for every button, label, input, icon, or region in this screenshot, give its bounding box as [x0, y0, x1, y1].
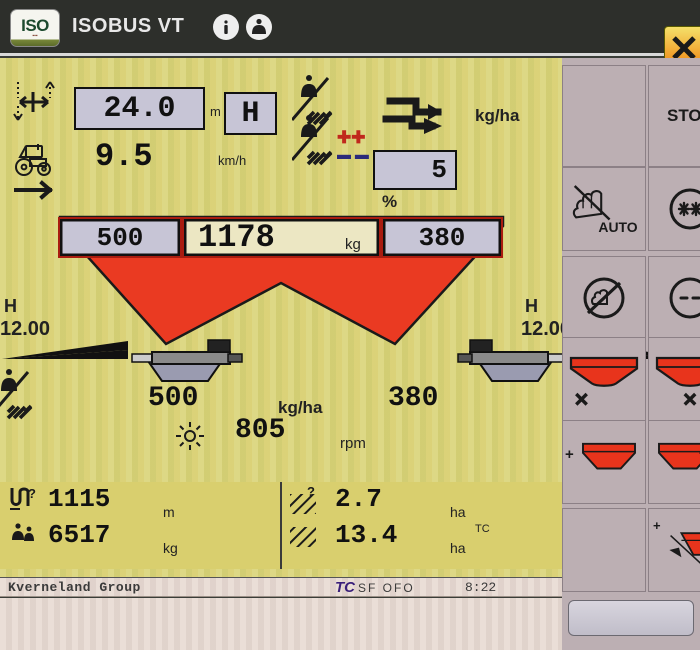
svg-text:?: ? [307, 484, 315, 499]
svg-text:+: + [565, 446, 574, 463]
svg-text:AUTO: AUTO [598, 219, 637, 235]
svg-text:?: ? [28, 486, 36, 501]
svg-text:+: + [653, 518, 661, 533]
